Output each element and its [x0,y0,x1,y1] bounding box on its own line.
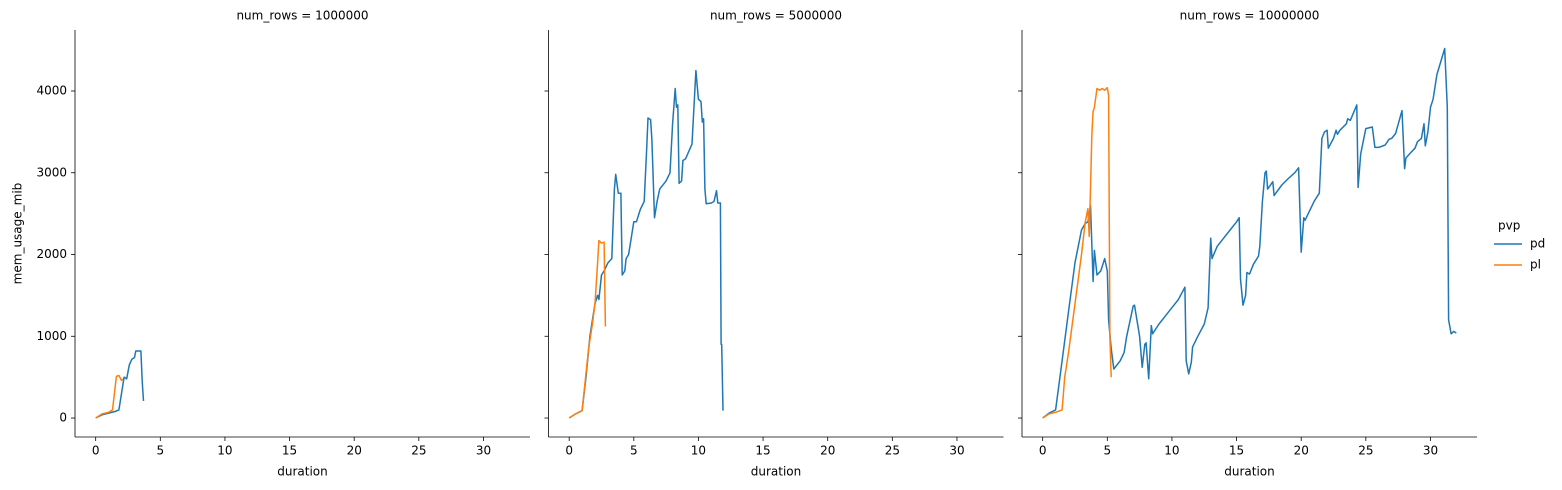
y-tick-label: 1000 [36,329,67,343]
x-tick-label: 15 [1229,444,1244,458]
x-tick-label: 25 [1358,444,1373,458]
x-axis-label: duration [277,465,328,479]
y-tick-label: 3000 [36,165,67,179]
series-line [1042,47,1457,419]
panel-title: num_rows = 5000000 [710,9,842,23]
x-tick-label: 0 [92,444,100,458]
x-tick-label: 5 [1103,444,1111,458]
y-axis-label: mem_usage_mib [11,183,25,285]
x-tick-label: 25 [885,444,900,458]
x-tick-label: 5 [156,444,164,458]
series-line [1042,86,1112,419]
x-tick-label: 10 [217,444,232,458]
x-tick-label: 5 [630,444,638,458]
legend-label: pd [1530,237,1545,251]
x-tick-label: 30 [476,444,491,458]
x-tick-label: 20 [347,444,362,458]
x-tick-label: 30 [949,444,964,458]
x-tick-label: 20 [1294,444,1309,458]
series-line [568,69,724,419]
legend-title: pvp [1498,219,1520,233]
x-tick-label: 15 [755,444,770,458]
x-axis-label: duration [1224,465,1275,479]
panel-title: num_rows = 10000000 [1180,9,1320,23]
y-tick-label: 4000 [36,83,67,97]
x-axis-label: duration [751,465,802,479]
x-tick-label: 10 [691,444,706,458]
x-tick-label: 30 [1423,444,1438,458]
series-line [95,350,145,419]
x-tick-label: 10 [1164,444,1179,458]
x-tick-label: 25 [411,444,426,458]
panel-title: num_rows = 1000000 [236,9,368,23]
x-tick-label: 0 [565,444,573,458]
legend-label: pl [1530,258,1541,272]
y-tick-label: 0 [59,411,67,425]
series-line [568,239,607,419]
x-tick-label: 20 [820,444,835,458]
series-line [95,374,124,419]
y-tick-label: 2000 [36,247,67,261]
x-tick-label: 15 [282,444,297,458]
x-tick-label: 0 [1039,444,1047,458]
